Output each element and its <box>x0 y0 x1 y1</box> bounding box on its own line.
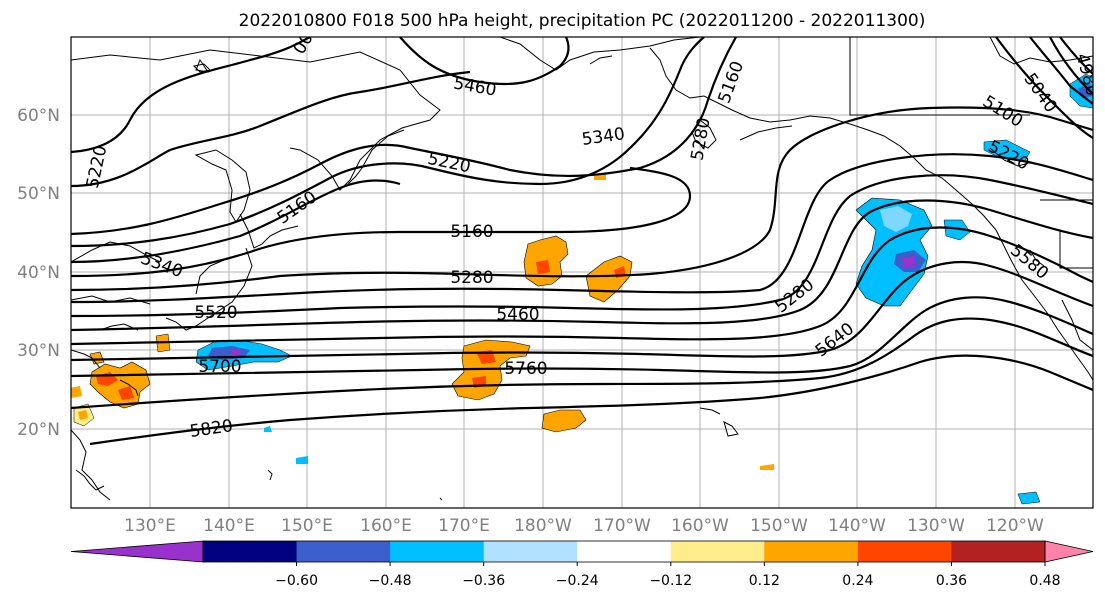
lat-tick-label: 60°N <box>17 106 60 126</box>
contour-label: 5760 <box>504 359 547 379</box>
colorbar-tick-label: −0.48 <box>369 573 412 589</box>
colorbar-tick-label: −0.24 <box>556 573 599 589</box>
colorbar: −0.60 −0.48 −0.36 −0.24 −0.12 0.12 0.24 0.36 0.4… <box>70 540 1094 589</box>
map-title: 2022010800 F018 500 hPa height, precipit… <box>239 11 926 31</box>
colorbar-tick-label: 0.36 <box>936 573 967 589</box>
lon-tick-label: 140°W <box>828 516 886 536</box>
colorbar-swatch <box>203 541 298 562</box>
colorbar-outline <box>202 540 1046 563</box>
lon-tick-label: 180°W <box>514 516 572 536</box>
lon-tick-label: 120°W <box>986 516 1044 536</box>
contour-label: 5520 <box>194 303 237 323</box>
colorbar-tick-label: 0.24 <box>842 573 873 589</box>
map-frame <box>70 36 1094 509</box>
colorbar-swatch <box>483 541 578 562</box>
contour-label: 5700 <box>198 357 241 377</box>
lat-tick-label: 20°N <box>17 420 60 440</box>
colorbar-swatch <box>857 541 952 562</box>
colorbar-swatch <box>670 541 765 562</box>
lon-tick-label: 130°W <box>907 516 965 536</box>
colorbar-tick-label: 0.48 <box>1029 573 1060 589</box>
contour-label: 5160 <box>450 222 493 242</box>
colorbar-extend-high <box>1044 540 1094 563</box>
map-content: 5220 5340 5460 5160 5220 5340 5160 5280 … <box>71 37 1093 508</box>
colorbar-tick-label: 0.12 <box>749 573 780 589</box>
lat-axis: 60°N 50°N 40°N 30°N 20°N <box>17 106 60 440</box>
colorbar-tick-label: −0.12 <box>649 573 692 589</box>
colorbar-swatch <box>951 541 1046 562</box>
colorbar-swatch <box>390 541 485 562</box>
lon-tick-label: 130°E <box>124 516 176 536</box>
colorbar-swatch <box>577 541 672 562</box>
lon-tick-label: 170°W <box>593 516 651 536</box>
lon-tick-label: 140°E <box>203 516 255 536</box>
colorbar-tick-label: −0.60 <box>275 573 318 589</box>
colorbar-extend-low <box>70 540 204 563</box>
precip-anomaly-shading <box>71 73 1093 505</box>
lon-tick-label: 160°W <box>671 516 729 536</box>
lon-tick-label: 170°E <box>438 516 490 536</box>
lat-tick-label: 30°N <box>17 341 60 361</box>
contour-label: 5280 <box>450 268 493 288</box>
colorbar-tick-label: −0.36 <box>462 573 505 589</box>
lat-tick-label: 40°N <box>17 263 60 283</box>
lon-tick-label: 150°E <box>281 516 333 536</box>
contour-label: 5460 <box>496 305 539 325</box>
colorbar-swatch <box>296 541 391 562</box>
height-contours <box>71 37 1093 446</box>
lon-tick-label: 160°E <box>360 516 412 536</box>
colorbar-swatch <box>764 541 859 562</box>
lon-tick-label: 150°W <box>750 516 808 536</box>
lon-axis: 130°E 140°E 150°E 160°E 170°E 180°W 170°… <box>124 516 1044 536</box>
lat-tick-label: 50°N <box>17 184 60 204</box>
